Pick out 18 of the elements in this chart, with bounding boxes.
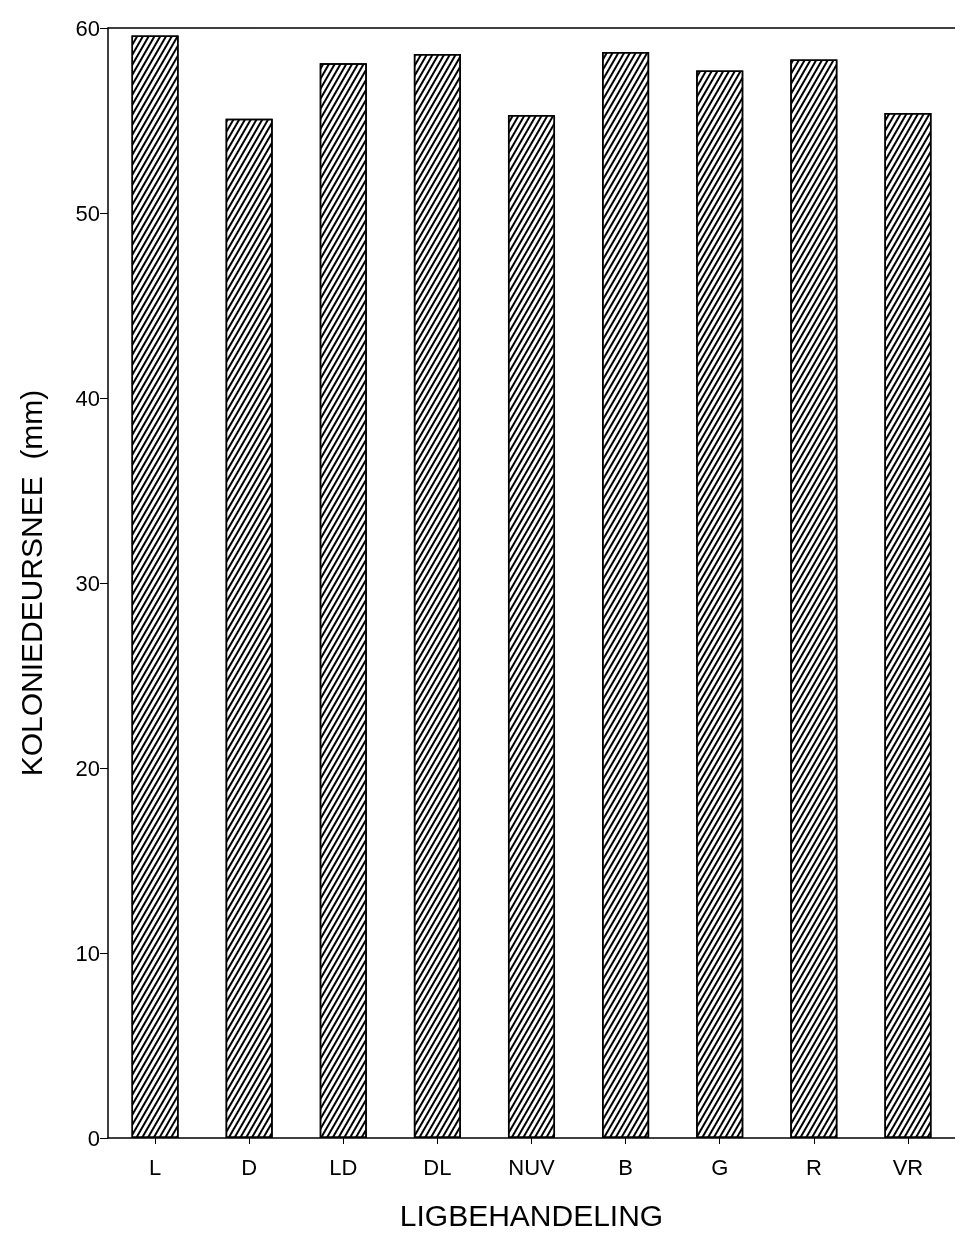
y-tick-label: 60 [75,15,100,41]
x-axis-title: LIGBEHANDELING [399,1198,664,1232]
x-tick-label: VR [892,1154,924,1180]
x-tick-label: L [148,1154,162,1180]
x-tick-label: B [618,1154,633,1180]
y-tick-label: 10 [75,940,100,966]
x-tick-label: DL [423,1154,452,1180]
x-tick-label: G [711,1154,729,1180]
x-tick-label: D [241,1154,258,1180]
x-tick-label: LD [329,1154,358,1180]
x-tick-label: NUV [508,1154,556,1180]
y-tick-label: 0 [87,1125,100,1151]
x-tick-label: R [805,1154,822,1180]
y-axis-title: KOLONIEDEURSNEE (mm) [14,389,48,777]
y-tick-label: 50 [75,200,100,226]
y-tick-label: 20 [75,755,100,781]
y-tick-label: 30 [75,570,100,596]
y-tick-label: 40 [75,385,100,411]
